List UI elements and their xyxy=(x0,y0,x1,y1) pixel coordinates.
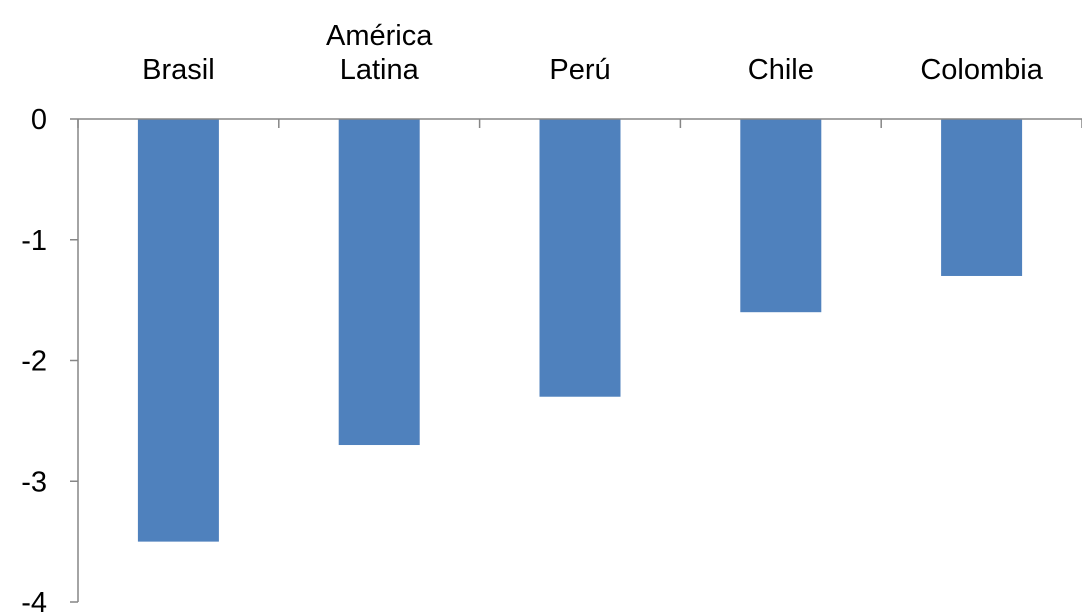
y-tick-label: -1 xyxy=(21,225,47,257)
bar xyxy=(338,119,420,446)
y-tick-label: -3 xyxy=(21,466,47,498)
y-tick-labels: 0 -1 -2 -3 -4 xyxy=(21,104,47,616)
bar xyxy=(941,119,1023,276)
axes-group xyxy=(70,118,1082,603)
y-tick-label: -2 xyxy=(21,346,47,378)
x-tick-label: América xyxy=(326,20,433,52)
x-tick-label: Perú xyxy=(549,54,610,86)
x-tick-label: Latina xyxy=(340,54,420,86)
y-tick-label: -4 xyxy=(21,587,47,616)
x-tick-label: Chile xyxy=(748,54,814,86)
x-tick-label: Brasil xyxy=(142,54,215,86)
bar xyxy=(740,119,822,313)
y-tick-label: 0 xyxy=(31,104,47,136)
bars-group xyxy=(137,119,1023,542)
bar xyxy=(539,119,621,397)
x-tick-label: Colombia xyxy=(920,54,1043,86)
bar xyxy=(137,119,219,542)
